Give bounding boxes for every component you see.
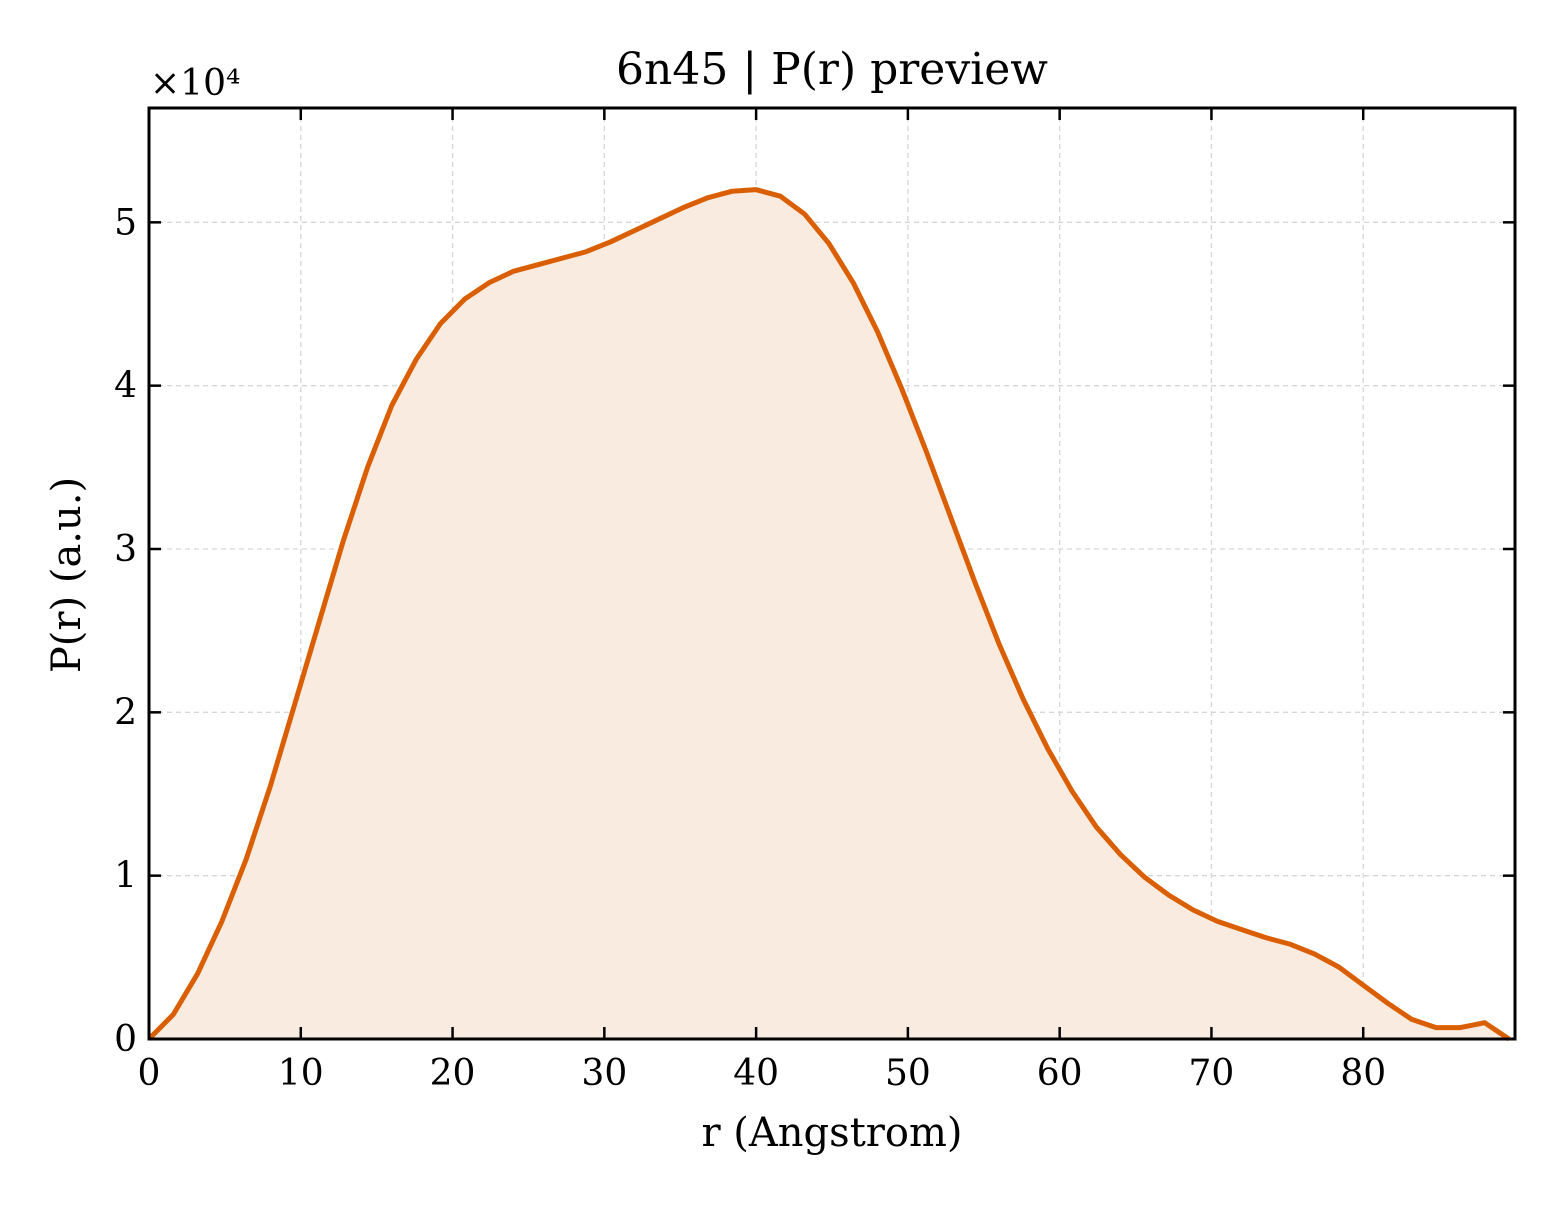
x-tick-label: 70 [1189,1053,1235,1094]
x-tick-label: 0 [138,1053,161,1094]
x-tick-label: 30 [581,1053,627,1094]
y-tick-label: 4 [114,366,137,407]
y-axis-multiplier: ×10⁴ [150,63,240,104]
y-tick-label: 3 [114,529,137,570]
axes [147,106,1517,1041]
x-axis-label: r (Angstrom) [701,1110,962,1156]
pr-series-line [147,187,1511,1042]
chart-title: 6n45 | P(r) preview [616,44,1048,95]
plot-frame [147,106,1517,1041]
x-tick-label: 60 [1037,1053,1083,1094]
x-tick-label: 50 [885,1053,931,1094]
y-tick-label: 1 [114,856,137,897]
ticks: 0 10 20 30 40 50 60 70 80 0 1 2 3 4 5 [114,108,1515,1094]
pr-area-fill [149,189,1509,1040]
x-tick-label: 40 [733,1053,779,1094]
y-axis-label: P(r) (a.u.) [44,477,90,673]
x-tick-label: 20 [430,1053,476,1094]
y-tick-label: 0 [114,1019,137,1060]
x-tick-label: 10 [278,1053,324,1094]
data-layer [147,187,1511,1042]
x-tick-label: 80 [1340,1053,1386,1094]
y-tick-label: 5 [114,202,137,243]
y-tick-label: 2 [114,692,137,733]
